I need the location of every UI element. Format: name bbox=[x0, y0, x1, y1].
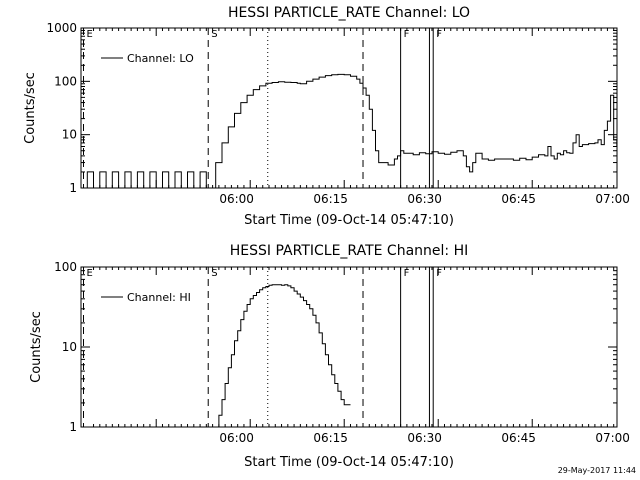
x-tick-label: 07:00 bbox=[595, 192, 630, 206]
series-layer bbox=[215, 284, 351, 428]
chart-title: HESSI PARTICLE_RATE Channel: LO bbox=[228, 5, 470, 21]
event-marker-label: S bbox=[211, 29, 217, 40]
x-tick-label: 06:30 bbox=[407, 192, 442, 206]
series-layer bbox=[81, 73, 618, 189]
y-tick-label: 10 bbox=[62, 128, 77, 142]
event-marker-label: F bbox=[404, 29, 410, 40]
x-tick-label: 06:30 bbox=[407, 431, 442, 445]
legend: Channel: LO bbox=[101, 52, 194, 65]
event-marker-label: F bbox=[404, 268, 410, 279]
event-marker-label: F bbox=[436, 268, 442, 279]
y-axis: 1 10 100 bbox=[54, 260, 617, 434]
render-timestamp: 29-May-2017 11:44 bbox=[557, 466, 636, 475]
legend: Channel: HI bbox=[101, 291, 191, 304]
series-line bbox=[215, 284, 351, 428]
y-tick-label: 10 bbox=[62, 340, 77, 354]
x-axis: 06:00 06:15 06:30 06:45 07:00 bbox=[93, 267, 630, 445]
x-tick-label: 06:00 bbox=[219, 192, 254, 206]
y-tick-label: 1 bbox=[69, 420, 77, 434]
x-axis-label: Start Time (09-Oct-14 05:47:10) bbox=[244, 213, 454, 228]
event-marker-label: E bbox=[87, 268, 93, 279]
y-tick-label: 100 bbox=[54, 74, 77, 88]
x-tick-label: 06:15 bbox=[313, 431, 348, 445]
event-marker-label: F bbox=[436, 29, 442, 40]
y-tick-label: 1 bbox=[69, 181, 77, 195]
x-axis-label: Start Time (09-Oct-14 05:47:10) bbox=[244, 455, 454, 470]
x-tick-label: 06:00 bbox=[219, 431, 254, 445]
x-tick-label: 07:00 bbox=[595, 431, 630, 445]
series-line bbox=[81, 73, 618, 189]
y-axis-label: Counts/sec bbox=[23, 72, 38, 144]
legend-label: Channel: HI bbox=[127, 291, 191, 304]
panel-hi: HESSI PARTICLE_RATE Channel: HI E S F F 06:… bbox=[29, 243, 630, 470]
chart-title: HESSI PARTICLE_RATE Channel: HI bbox=[230, 243, 468, 259]
legend-label: Channel: LO bbox=[127, 52, 194, 65]
y-tick-label: 1000 bbox=[46, 21, 77, 35]
x-tick-label: 06:45 bbox=[501, 431, 536, 445]
y-axis-label: Counts/sec bbox=[29, 311, 44, 383]
panel-lo: HESSI PARTICLE_RATE Channel: LO E S F F 06:… bbox=[23, 5, 630, 228]
x-tick-label: 06:15 bbox=[313, 192, 348, 206]
x-tick-label: 06:45 bbox=[501, 192, 536, 206]
y-axis: 1 10 100 1000 bbox=[46, 21, 617, 195]
event-marker-label: E bbox=[87, 29, 93, 40]
event-marker-label: S bbox=[211, 268, 217, 279]
plot-frame bbox=[80, 27, 618, 189]
y-tick-label: 100 bbox=[54, 260, 77, 274]
